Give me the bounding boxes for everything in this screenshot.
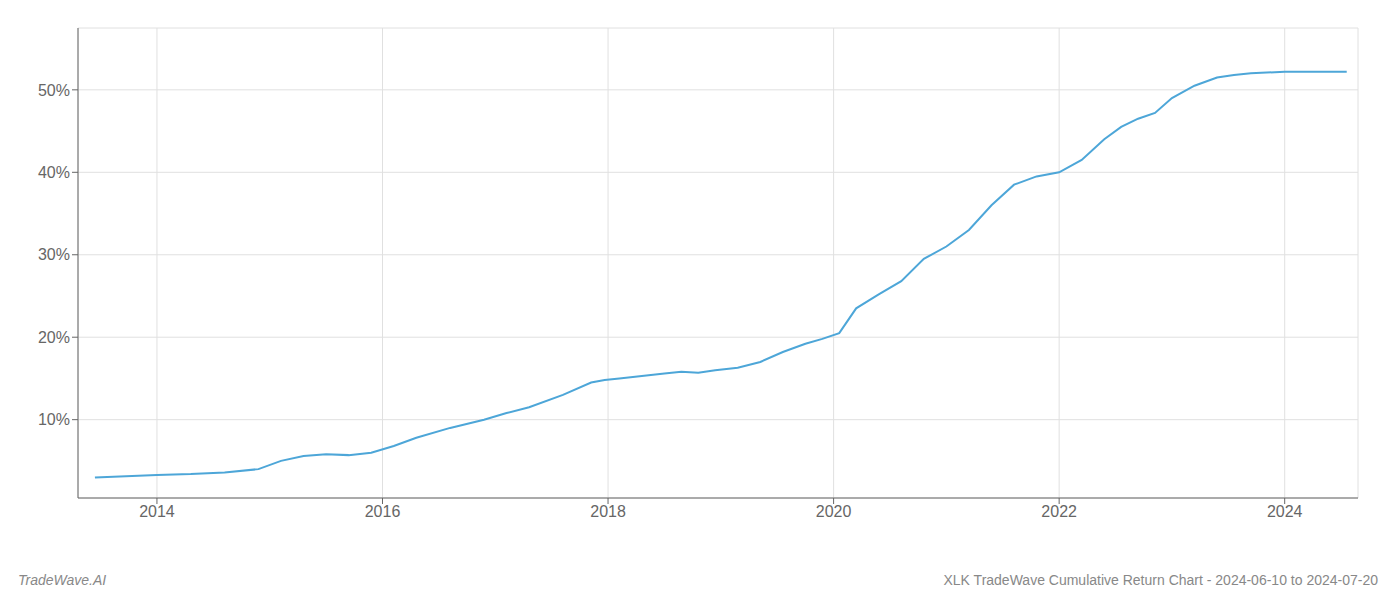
svg-text:40%: 40% — [38, 164, 70, 181]
svg-text:20%: 20% — [38, 329, 70, 346]
svg-text:2020: 2020 — [816, 503, 852, 520]
svg-text:2014: 2014 — [139, 503, 175, 520]
html-text:TradeWave.AI: TradeWave.AI — [18, 572, 107, 588]
svg-text:30%: 30% — [38, 246, 70, 263]
html-text:XLK TradeWave Cumulative Retur: XLK TradeWave Cumulative Return Chart - … — [943, 572, 1378, 588]
svg-text:2018: 2018 — [590, 503, 626, 520]
svg-text:2016: 2016 — [365, 503, 401, 520]
svg-text:2024: 2024 — [1267, 503, 1303, 520]
svg-text:50%: 50% — [38, 82, 70, 99]
svg-text:2022: 2022 — [1041, 503, 1077, 520]
svg-text:10%: 10% — [38, 411, 70, 428]
